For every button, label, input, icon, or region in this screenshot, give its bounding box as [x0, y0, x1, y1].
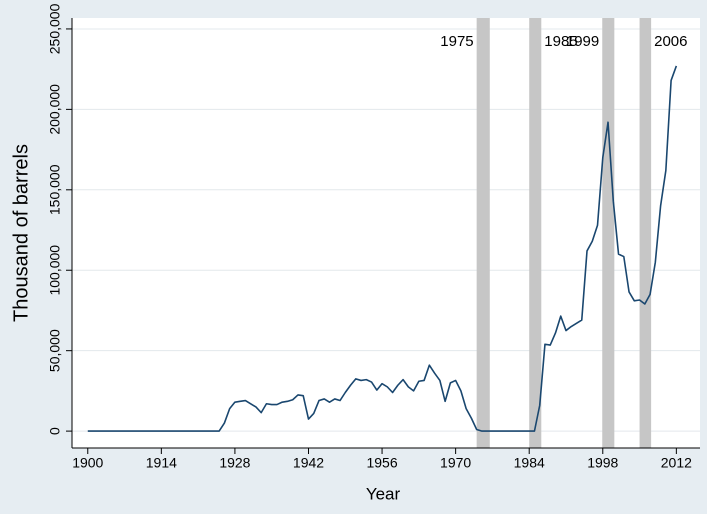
shaded-band — [476, 18, 490, 448]
x-tick-label: 1984 — [514, 455, 545, 471]
x-axis-title: Year — [366, 484, 401, 503]
band-label: 1975 — [440, 33, 473, 50]
y-tick-label: 150,000 — [47, 164, 63, 215]
x-tick-label: 1900 — [72, 455, 103, 471]
shaded-band — [639, 18, 652, 448]
y-tick-label: 250,000 — [47, 3, 63, 54]
y-axis-title: Thousand of barrels — [10, 144, 32, 322]
y-tick-label: 50,000 — [47, 329, 63, 372]
band-label: 1999 — [566, 33, 599, 50]
y-tick-label: 200,000 — [47, 84, 63, 135]
x-tick-label: 2012 — [661, 455, 692, 471]
y-tick-label: 100,000 — [47, 245, 63, 296]
x-tick-label: 1942 — [293, 455, 324, 471]
shaded-band — [529, 18, 542, 448]
shaded-band — [602, 18, 615, 448]
x-tick-label: 1914 — [146, 455, 177, 471]
x-tick-label: 1970 — [440, 455, 471, 471]
x-tick-label: 1998 — [587, 455, 618, 471]
data-line — [87, 65, 678, 432]
x-tick-label: 1956 — [366, 455, 397, 471]
x-tick-label: 1928 — [219, 455, 250, 471]
band-label: 1985 — [544, 33, 577, 50]
band-label: 2006 — [654, 33, 687, 50]
y-tick-label: 0 — [47, 427, 63, 435]
